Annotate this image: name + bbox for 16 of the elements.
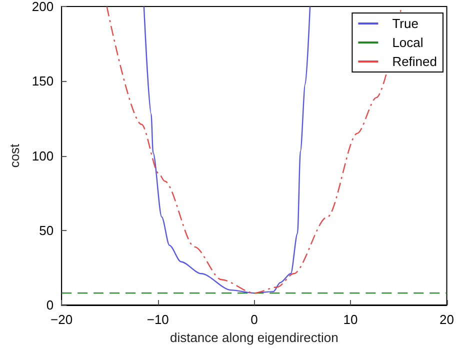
x-tick-label: 0 bbox=[250, 312, 258, 327]
legend-label: Local bbox=[392, 35, 424, 50]
y-tick-label: 50 bbox=[39, 222, 54, 238]
x-axis-title: distance along eigendirection bbox=[170, 330, 338, 345]
x-tick-label: 10 bbox=[343, 312, 358, 327]
line-series bbox=[143, 6, 311, 294]
y-tick-label: 100 bbox=[32, 148, 54, 164]
y-tick-label: 200 bbox=[32, 0, 54, 14]
y-axis-title: cost bbox=[7, 143, 22, 168]
legend-label: True bbox=[392, 16, 418, 31]
x-tick-label: 20 bbox=[440, 312, 454, 327]
x-tick-label: −10 bbox=[146, 312, 169, 327]
y-tick-label: 150 bbox=[32, 74, 54, 89]
legend-label: Refined bbox=[392, 54, 438, 69]
y-tick-label: 0 bbox=[46, 298, 54, 312]
x-tick-label: −20 bbox=[50, 312, 73, 327]
